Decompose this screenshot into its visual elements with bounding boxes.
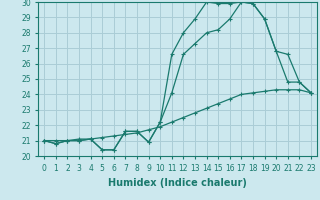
X-axis label: Humidex (Indice chaleur): Humidex (Indice chaleur) <box>108 178 247 188</box>
